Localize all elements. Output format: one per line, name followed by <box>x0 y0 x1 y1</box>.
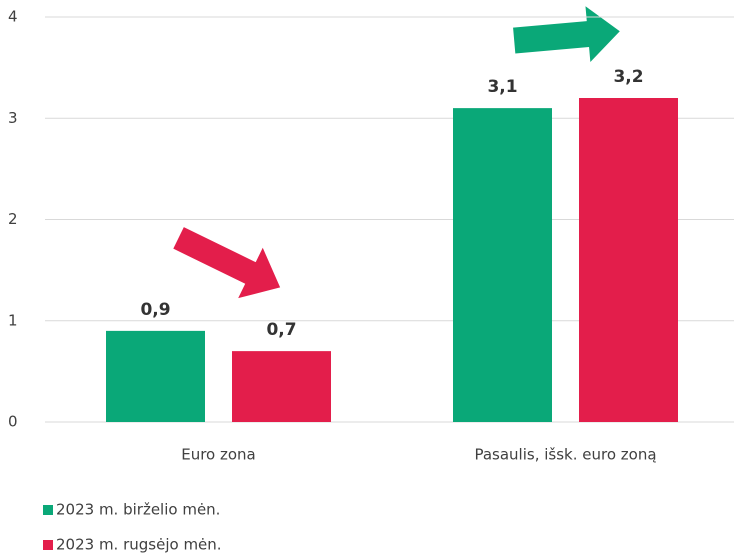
legend-label: 2023 m. birželio mėn. <box>56 501 220 519</box>
legend-swatch <box>43 540 53 550</box>
y-tick-label: 3 <box>8 109 18 127</box>
y-tick-label: 0 <box>8 413 18 431</box>
x-tick-label: Pasaulis, išsk. euro zoną <box>474 446 656 464</box>
green-arrow <box>513 6 620 62</box>
x-tick-label: Euro zona <box>181 446 256 464</box>
y-tick-label: 2 <box>8 210 18 228</box>
value-label: 0,7 <box>266 320 296 340</box>
y-tick-label: 1 <box>8 311 18 329</box>
red-arrow <box>173 227 281 299</box>
legend-label: 2023 m. rugsėjo mėn. <box>56 536 222 553</box>
bar <box>106 330 205 422</box>
value-label: 0,9 <box>140 300 170 320</box>
value-label: 3,1 <box>487 77 517 97</box>
bar <box>232 351 331 422</box>
legend-swatch <box>43 505 53 515</box>
value-label: 3,2 <box>613 67 643 87</box>
bar <box>579 98 678 422</box>
bar <box>453 108 552 422</box>
y-tick-label: 4 <box>8 8 18 26</box>
